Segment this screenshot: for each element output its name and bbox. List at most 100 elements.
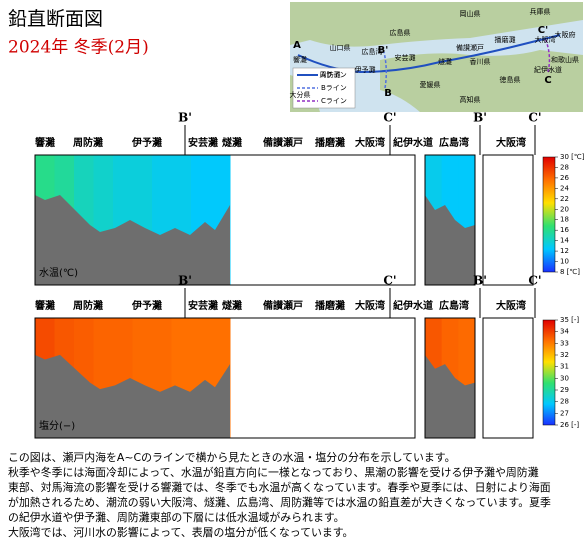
seabed <box>425 354 475 438</box>
map-point: C' <box>538 25 548 36</box>
region-label: 播磨灘 <box>315 299 345 312</box>
colorbar-label: 10 <box>560 258 569 266</box>
colorbar-label: 30 <box>560 374 569 382</box>
region-label: 播磨灘 <box>315 136 345 149</box>
panel-frame <box>34 317 416 439</box>
note-line: 東部、対馬海流の影響を受ける響灘では、冬季でも水温が高くなっています。春季や夏季… <box>8 480 551 494</box>
section-mark: B' <box>178 274 192 288</box>
colorbar-label: 8 [℃] <box>560 268 580 276</box>
seabed <box>35 354 230 438</box>
section-mark: B' <box>473 111 487 125</box>
region-label: 安芸灘 <box>188 299 218 312</box>
map-land <box>290 2 583 47</box>
map-label: 大阪湾 <box>535 35 556 44</box>
map-label: 広島県 <box>390 28 411 37</box>
panel-label: 水温(℃) <box>39 267 78 279</box>
region-label: 周防灘 <box>73 136 103 149</box>
section-mark: B' <box>178 111 192 125</box>
map-label: 周防灘 <box>320 70 341 79</box>
map-point: B <box>384 88 392 99</box>
region-label: 紀伊水道 <box>393 136 433 149</box>
region-label: 安芸灘 <box>188 136 218 149</box>
map-land <box>380 50 583 112</box>
colorbar-label: 26 <box>560 174 569 182</box>
map-label: 兵庫県 <box>530 7 551 16</box>
colorbar-label: 24 <box>560 184 569 192</box>
map-label: 山口県 <box>330 43 351 52</box>
map-label: 和歌山県 <box>551 55 579 64</box>
region-label: 伊予灘 <box>131 299 162 312</box>
region-label: 響灘 <box>35 299 55 312</box>
note-line: が加熱されるため、潮流の弱い大阪湾、燧灘、広島湾、周防灘等では水温の鉛直差が大き… <box>8 495 551 509</box>
seabed <box>35 195 230 285</box>
map-line-c <box>544 37 551 73</box>
panel-box <box>482 317 534 439</box>
map-line-a <box>297 34 561 74</box>
section-mark: C' <box>383 111 396 125</box>
region-label: 大阪湾 <box>496 299 526 312</box>
note-line: 大阪湾では、河川水の影響によって、表層の塩分が低くなっています。 <box>8 525 353 539</box>
map-label: 岡山県 <box>460 9 481 18</box>
map-label: 大阪府 <box>555 30 576 39</box>
colorbar-label: 16 <box>560 226 569 234</box>
region-label: 燧灘 <box>222 136 242 149</box>
colorbar-label: 30 [℃] <box>560 153 585 161</box>
seabed <box>425 195 475 285</box>
map-point: B' <box>378 45 389 56</box>
region-label: 広島湾 <box>439 299 469 312</box>
subtitle: 2024年 冬季(2月) <box>8 38 149 58</box>
colorbar-label: 22 <box>560 195 569 203</box>
section-mark: C' <box>528 111 541 125</box>
map <box>290 2 583 112</box>
colorbar <box>542 319 556 426</box>
colorbar-label: 31 <box>560 363 569 371</box>
map-label: 伊予灘 <box>355 65 376 74</box>
colorbar-label: 28 <box>560 163 569 171</box>
region-label: 紀伊水道 <box>393 299 433 312</box>
note-line: 秋季や冬季には海面冷却によって、水温が鉛直方向に一様となっており、黒潮の影響を受… <box>8 465 539 479</box>
region-label: 大阪湾 <box>355 136 385 149</box>
map-label: 高知県 <box>460 95 481 104</box>
map-label: 愛媛県 <box>420 80 441 89</box>
colorbar-label: 27 <box>560 409 569 417</box>
panel-frame <box>34 154 416 286</box>
map-label: 響灘 <box>293 55 307 64</box>
region-label: 燧灘 <box>222 299 242 312</box>
map-label: 大分県 <box>290 90 311 99</box>
section-mark: B' <box>473 274 487 288</box>
map-label: 備讃瀬戸 <box>456 43 484 52</box>
colorbar-label: 29 <box>560 386 569 394</box>
title: 鉛直断面図 <box>8 8 103 30</box>
region-label: 周防灘 <box>73 299 103 312</box>
map-point: A <box>293 40 301 51</box>
map-point: C <box>544 75 551 86</box>
colorbar-label: 18 <box>560 216 569 224</box>
panel-box <box>482 154 534 286</box>
region-label: 伊予灘 <box>131 136 162 149</box>
region-label: 大阪湾 <box>496 136 526 149</box>
panel-label: 塩分(−) <box>39 419 75 432</box>
map-label: 燧灘 <box>438 57 452 66</box>
note-line: の紀伊水道や伊予灘、周防灘東部の下層には低水温域がみられます。 <box>8 510 345 524</box>
colorbar-label: 26 [-] <box>560 421 579 429</box>
colorbar-label: 35 [-] <box>560 316 579 324</box>
map-label: 紀伊水道 <box>534 65 562 74</box>
region-label: 響灘 <box>35 136 55 149</box>
panel-frame <box>424 317 476 439</box>
colorbar-label: 32 <box>560 351 569 359</box>
colorbar-label: 14 <box>560 237 569 245</box>
legend-label: Cライン <box>321 97 347 105</box>
colorbar-label: 33 <box>560 339 569 347</box>
map-label: 広島湾 <box>362 47 383 56</box>
colorbar-label: 28 <box>560 398 569 406</box>
section-mark: C' <box>528 274 541 288</box>
colorbar <box>542 156 556 273</box>
legend-label: Bライン <box>321 84 347 92</box>
colorbar-label: 34 <box>560 328 569 336</box>
map-label: 香川県 <box>470 57 491 66</box>
legend-label: Aライン <box>321 71 347 79</box>
region-label: 備讃瀬戸 <box>263 299 303 312</box>
region-label: 大阪湾 <box>355 299 385 312</box>
section-mark: C' <box>383 274 396 288</box>
